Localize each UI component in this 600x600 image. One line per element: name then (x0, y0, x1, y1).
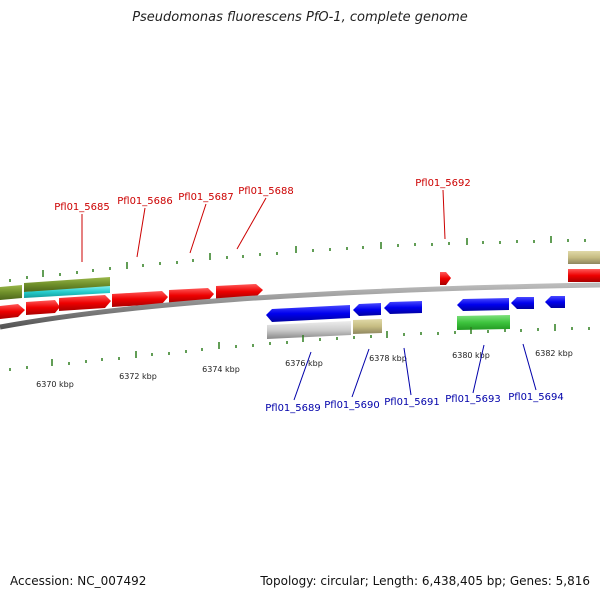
scale-label: 6372 kbp (119, 372, 157, 381)
scale-labels: 6370 kbp 6372 kbp 6374 kbp 6376 kbp 6378… (36, 349, 573, 389)
scale-label: 6370 kbp (36, 380, 74, 389)
scale-label: 6380 kbp (452, 351, 490, 360)
scale-label: 6376 kbp (285, 359, 323, 368)
gene-label-pfl01-5691: Pfl01_5691 (384, 397, 440, 408)
gene-label-pfl01-5692: Pfl01_5692 (415, 178, 471, 189)
scale-label: 6374 kbp (202, 365, 240, 374)
map-title: Pseudomonas fluorescens PfO-1, complete … (132, 10, 468, 25)
gene-label-pfl01-5687: Pfl01_5687 (178, 192, 234, 203)
genome-summary-text: Topology: circular; Length: 6,438,405 bp… (260, 574, 590, 588)
scale-label: 6382 kbp (535, 349, 573, 358)
gene-label-pfl01-5690: Pfl01_5690 (324, 400, 380, 411)
gene-label-pfl01-5694: Pfl01_5694 (508, 392, 564, 403)
gene-label-pfl01-5688: Pfl01_5688 (238, 186, 294, 197)
forward-gene-labels: Pfl01_5685 Pfl01_5686 Pfl01_5687 Pfl01_5… (54, 178, 471, 213)
genome-backbone (0, 282, 600, 330)
gene-label-pfl01-5685: Pfl01_5685 (54, 202, 110, 213)
scale-label: 6378 kbp (369, 354, 407, 363)
outer-tick-ring (9, 236, 586, 282)
reverse-gene-labels: Pfl01_5689 Pfl01_5690 Pfl01_5691 Pfl01_5… (265, 392, 564, 414)
feature-track-forward-extra (0, 277, 110, 300)
forward-strand-genes (0, 251, 600, 319)
reverse-label-leaders (293, 343, 537, 401)
inner-tick-ring (9, 324, 590, 371)
gene-label-pfl01-5693: Pfl01_5693 (445, 394, 501, 405)
reverse-strand-genes (266, 296, 565, 339)
accession-text: Accession: NC_007492 (10, 574, 147, 588)
gene-label-pfl01-5686: Pfl01_5686 (117, 196, 173, 207)
forward-label-leaders (81, 189, 446, 262)
gene-label-pfl01-5689: Pfl01_5689 (265, 403, 321, 414)
